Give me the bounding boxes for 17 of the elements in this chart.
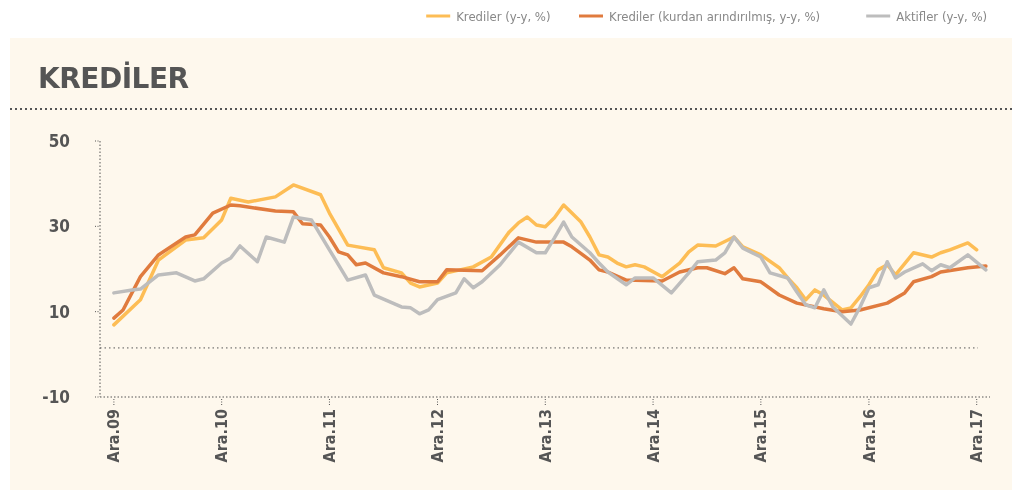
x-tick-label: Ara.17 — [967, 409, 987, 463]
legend-label: Krediler (y-y, %) — [456, 8, 551, 24]
y-tick-label: -10 — [42, 386, 70, 407]
legend-label: Aktifler (y-y, %) — [896, 8, 988, 24]
x-tick-label: Ara.09 — [104, 409, 124, 463]
x-tick-label: Ara.14 — [643, 409, 663, 463]
x-tick-label: Ara.15 — [751, 409, 771, 463]
x-tick-label: Ara.12 — [428, 409, 448, 463]
y-tick-label: 50 — [48, 130, 70, 151]
x-tick-label: Ara.13 — [535, 409, 555, 463]
legend-label: Krediler (kurdan arındırılmış, y-y, %) — [609, 8, 821, 24]
x-tick-label: Ara.10 — [212, 409, 232, 463]
chart-title: KREDİLER — [38, 61, 189, 95]
x-tick-label: Ara.11 — [320, 409, 340, 463]
y-tick-label: 10 — [48, 301, 70, 322]
x-tick-label: Ara.16 — [859, 409, 879, 463]
y-tick-label: 30 — [48, 216, 70, 237]
